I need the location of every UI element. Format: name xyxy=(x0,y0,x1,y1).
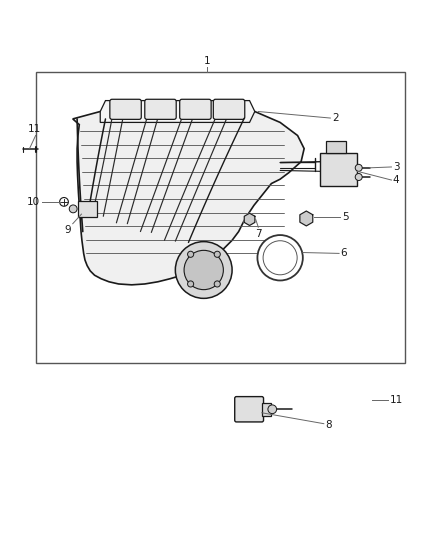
Bar xyxy=(320,153,357,185)
Text: 11: 11 xyxy=(28,124,41,134)
Text: 3: 3 xyxy=(393,162,399,172)
Text: 8: 8 xyxy=(325,419,332,430)
Polygon shape xyxy=(262,403,272,416)
FancyBboxPatch shape xyxy=(110,99,141,119)
Circle shape xyxy=(175,241,232,298)
Bar xyxy=(35,72,405,362)
Text: 5: 5 xyxy=(342,212,349,222)
Text: 1: 1 xyxy=(204,55,210,66)
Bar xyxy=(326,141,346,153)
Bar xyxy=(188,251,220,286)
FancyBboxPatch shape xyxy=(180,99,211,119)
Circle shape xyxy=(187,281,194,287)
FancyBboxPatch shape xyxy=(213,99,245,119)
Circle shape xyxy=(268,405,277,414)
Circle shape xyxy=(69,205,77,213)
Polygon shape xyxy=(244,213,255,225)
Circle shape xyxy=(355,164,362,171)
Text: 4: 4 xyxy=(393,175,399,185)
Circle shape xyxy=(60,198,68,206)
Circle shape xyxy=(214,251,220,257)
Bar xyxy=(78,201,97,217)
Text: 2: 2 xyxy=(332,113,339,123)
FancyBboxPatch shape xyxy=(145,99,176,119)
Text: 10: 10 xyxy=(27,197,40,207)
Text: 7: 7 xyxy=(255,229,261,238)
Text: 11: 11 xyxy=(390,394,403,405)
Text: 9: 9 xyxy=(65,225,71,235)
FancyBboxPatch shape xyxy=(235,397,264,422)
Text: 6: 6 xyxy=(340,248,347,259)
Circle shape xyxy=(187,251,194,257)
Circle shape xyxy=(355,174,362,181)
Circle shape xyxy=(258,235,303,280)
Circle shape xyxy=(214,281,220,287)
Circle shape xyxy=(184,251,223,289)
Polygon shape xyxy=(300,211,313,226)
Polygon shape xyxy=(73,111,304,285)
Polygon shape xyxy=(100,101,255,123)
Circle shape xyxy=(263,241,297,275)
